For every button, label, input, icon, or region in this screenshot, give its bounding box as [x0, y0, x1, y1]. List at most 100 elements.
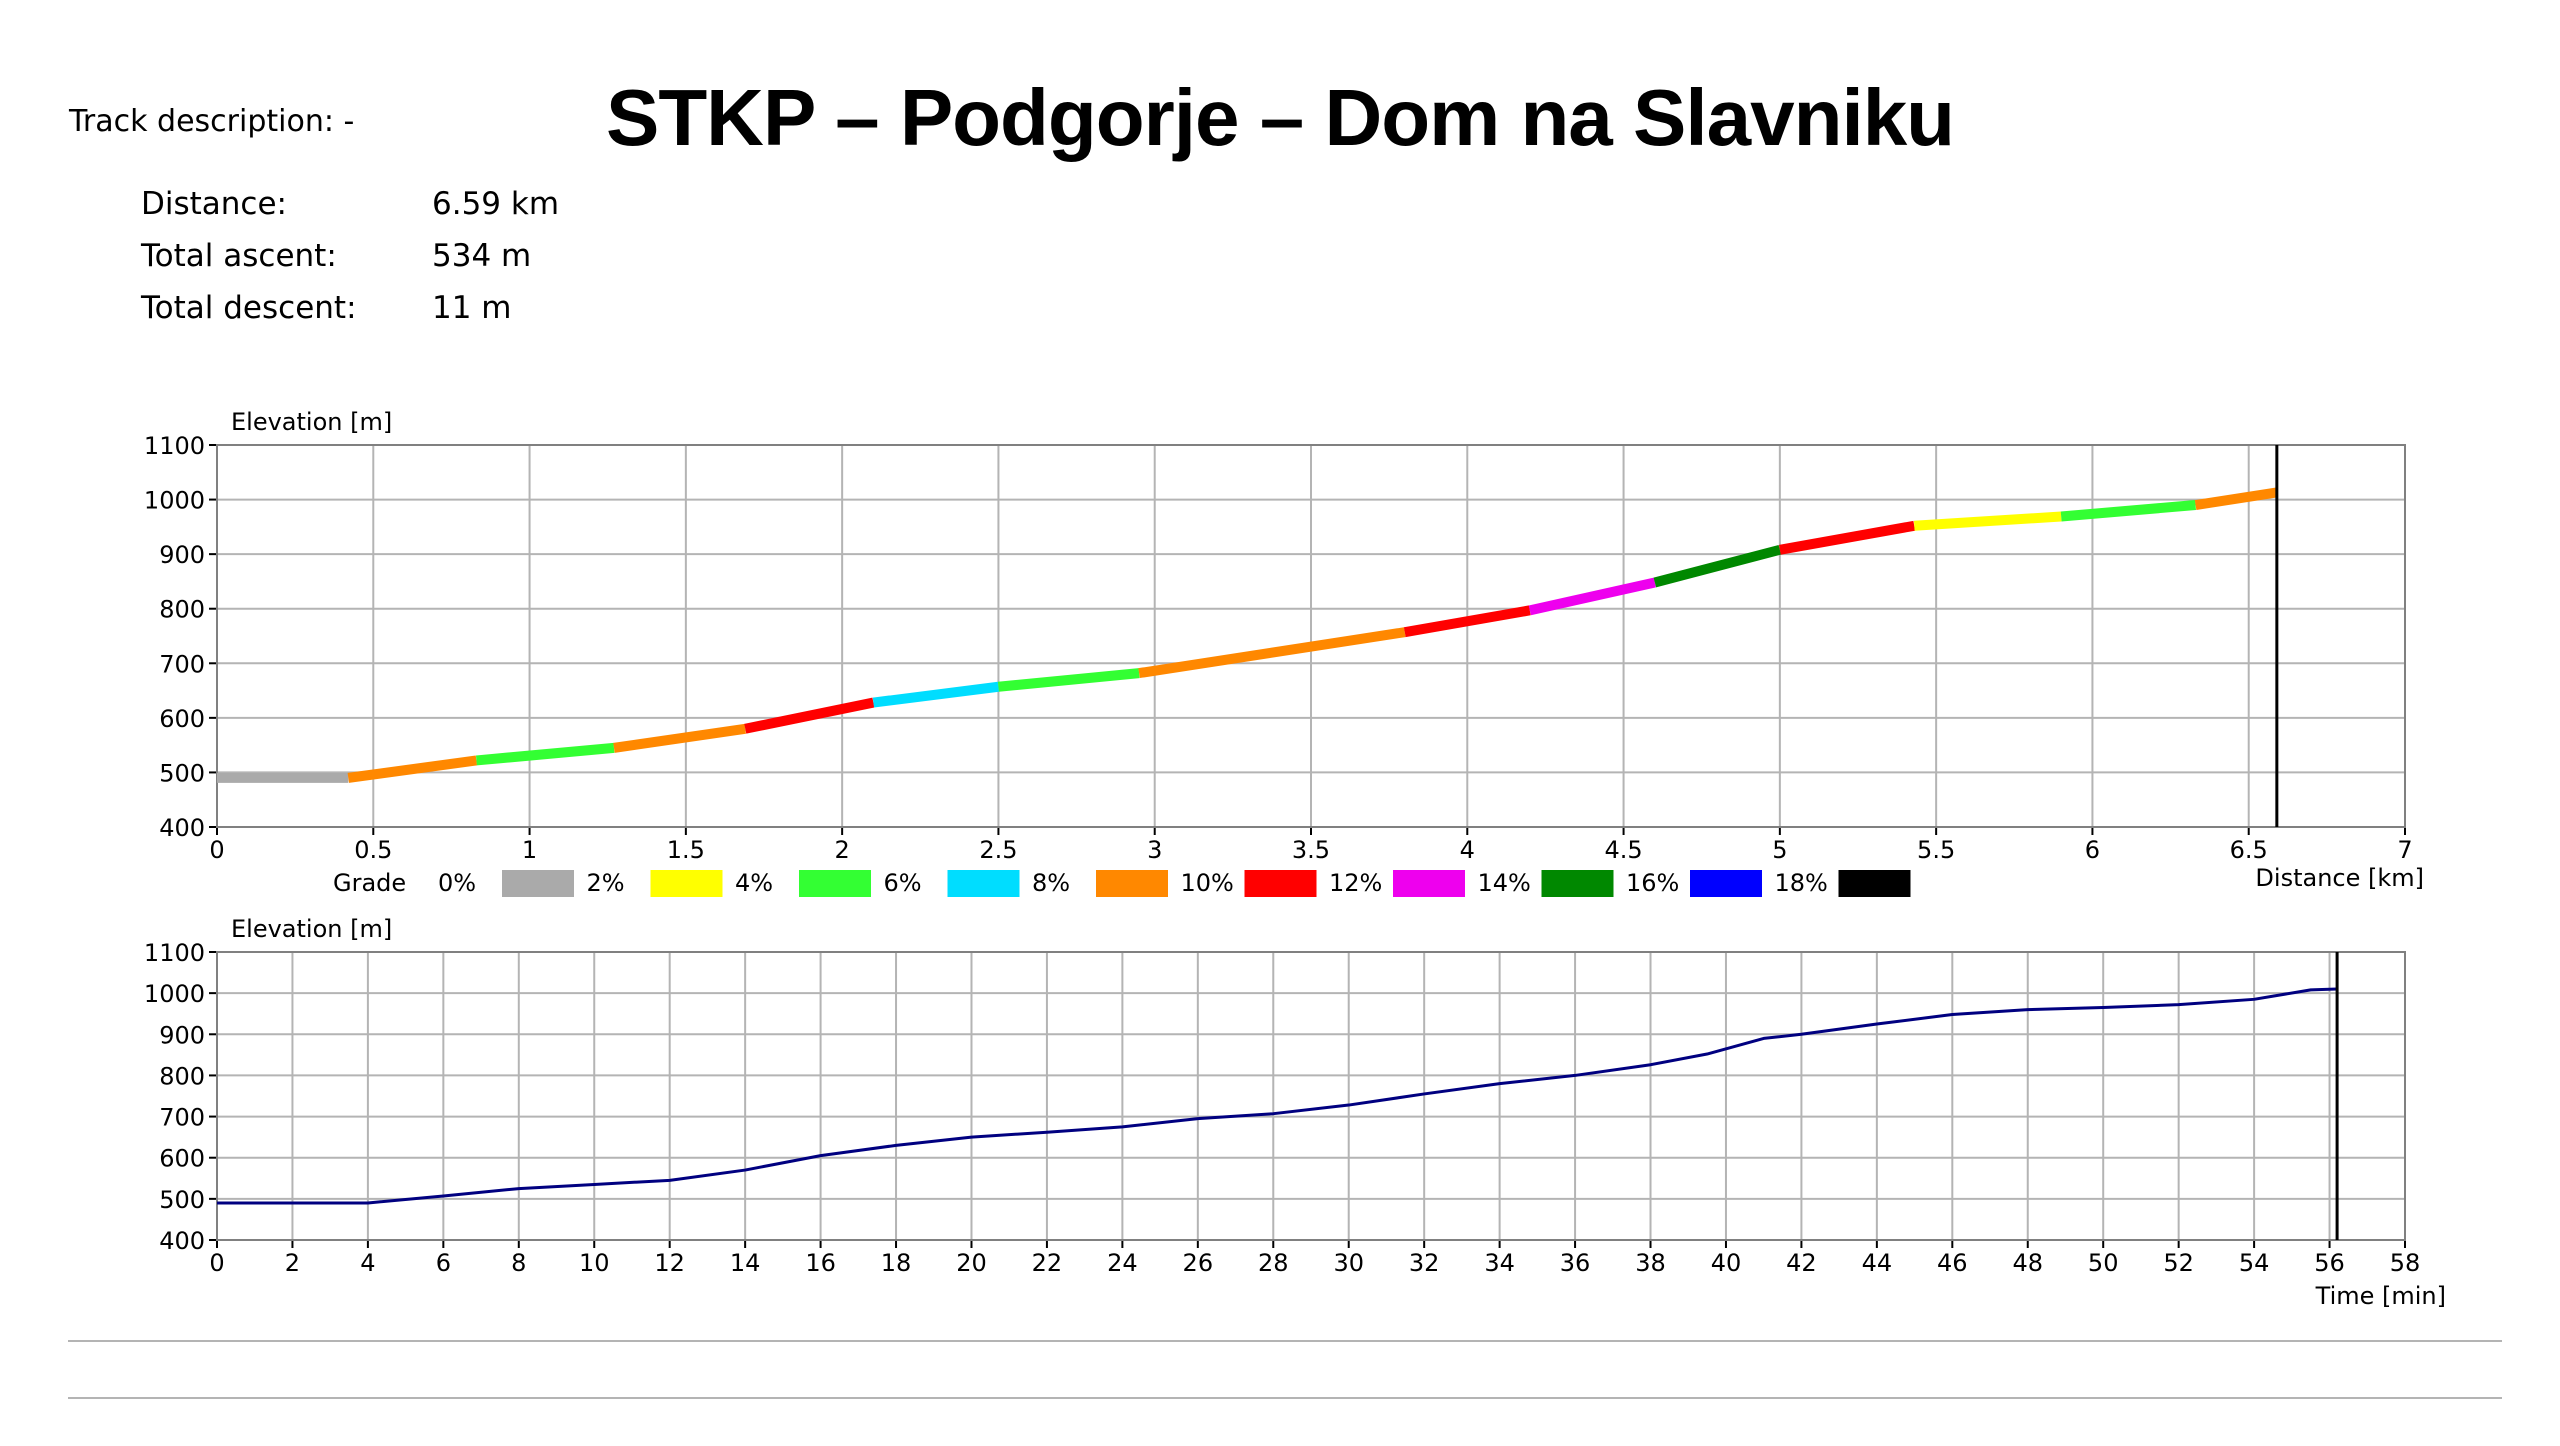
legend-label: 16%	[1626, 869, 1679, 897]
page-title: STKP – Podgorje – Dom na Slavniku	[605, 73, 1955, 162]
legend-label: 14%	[1478, 869, 1531, 897]
chart2-y-tick-label: 500	[159, 1186, 205, 1214]
chart2-y-tick-label: 900	[159, 1021, 205, 1049]
chart2-x-tick-label: 44	[1862, 1249, 1893, 1277]
chart1-x-tick-label: 5	[1772, 836, 1787, 864]
legend-swatch	[502, 870, 574, 897]
chart1-y-tick-label: 700	[159, 650, 205, 678]
chart1-grade-segment	[1403, 605, 1531, 638]
chart1-x-tick-label: 0	[209, 836, 224, 864]
chart2-x-tick-label: 8	[511, 1249, 526, 1277]
legend-label: 8%	[1032, 869, 1070, 897]
chart1-x-tick-label: 3.5	[1292, 836, 1330, 864]
legend-swatch	[1541, 870, 1614, 897]
chart1-x-tick-label: 2	[835, 836, 850, 864]
chart2-x-tick-label: 16	[805, 1249, 836, 1277]
chart2-x-tick-label: 28	[1258, 1249, 1289, 1277]
stat-descent-value: 11 m	[432, 290, 512, 326]
chart1-x-tick-label: 2.5	[979, 836, 1017, 864]
stat-descent-label: Total descent:	[141, 290, 357, 326]
legend-label: 4%	[735, 869, 773, 897]
chart1-x-tick-label: 4.5	[1604, 836, 1642, 864]
chart1-x-tick-label: 6.5	[2230, 836, 2268, 864]
chart2-x-tick-label: 4	[360, 1249, 375, 1277]
legend-swatch	[1690, 870, 1762, 897]
chart2-y-tick-label: 400	[159, 1227, 205, 1255]
chart1-grade-segment	[475, 742, 615, 766]
chart1-x-tick-label: 1	[522, 836, 537, 864]
stat-distance-label: Distance:	[141, 186, 287, 222]
chart1-x-tick-label: 1.5	[667, 836, 705, 864]
chart1-grade-segment	[1653, 544, 1782, 588]
chart1-y-tick-label: 1000	[144, 487, 205, 515]
chart1-x-tick-label: 7	[2397, 836, 2412, 864]
chart1-x-tick-label: 0.5	[354, 836, 392, 864]
chart1-grade-segment	[347, 755, 478, 783]
chart1-y-tick-label: 400	[159, 814, 205, 842]
legend-swatch	[1838, 870, 1911, 897]
chart2-x-tick-label: 24	[1107, 1249, 1138, 1277]
chart2-x-tick-label: 56	[2314, 1249, 2345, 1277]
chart1-grade-segment	[1778, 520, 1916, 555]
chart2-x-tick-label: 42	[1786, 1249, 1817, 1277]
legend-swatch	[650, 870, 723, 897]
chart1-y-tick-label: 800	[159, 596, 205, 624]
legend-label: 10%	[1181, 869, 1234, 897]
legend-swatch	[947, 870, 1020, 897]
chart2-x-tick-label: 26	[1183, 1249, 1214, 1277]
chart2-frame	[216, 951, 2406, 1241]
legend-swatch	[1244, 870, 1317, 897]
chart1-grade-segment	[1528, 577, 1656, 616]
legend-title: Grade	[333, 869, 406, 897]
chart1-grade-segment	[1138, 627, 1406, 679]
chart1-grade-segment	[744, 697, 875, 734]
chart1-grade-segment	[1913, 511, 2062, 531]
chart2-y-tick-label: 800	[159, 1062, 205, 1090]
chart2-y-axis-label: Elevation [m]	[231, 915, 392, 943]
legend-label: 18%	[1775, 869, 1828, 897]
chart1-y-tick-label: 900	[159, 541, 205, 569]
chart1-y-tick-label: 500	[159, 759, 205, 787]
chart2-x-tick-label: 46	[1937, 1249, 1968, 1277]
chart2-x-tick-label: 54	[2239, 1249, 2270, 1277]
chart2-x-tick-label: 58	[2390, 1249, 2421, 1277]
stat-distance-value: 6.59 km	[432, 186, 560, 222]
chart2-x-tick-label: 12	[654, 1249, 685, 1277]
chart2-x-tick-label: 36	[1560, 1249, 1591, 1277]
legend-label: 6%	[884, 869, 922, 897]
chart1-grade-segment	[872, 681, 1000, 708]
chart2-x-tick-label: 18	[881, 1249, 912, 1277]
chart1-x-tick-label: 4	[1460, 836, 1475, 864]
chart1-x-tick-label: 3	[1147, 836, 1162, 864]
stat-ascent-value: 534 m	[432, 238, 532, 274]
chart2-series-line	[217, 987, 2338, 1205]
chart1-y-tick-label: 600	[159, 705, 205, 733]
chart2-x-tick-label: 50	[2088, 1249, 2119, 1277]
chart2-x-tick-label: 10	[579, 1249, 610, 1277]
legend-swatch	[1393, 870, 1465, 897]
chart2-x-tick-label: 22	[1032, 1249, 1063, 1277]
chart2-x-tick-label: 14	[730, 1249, 761, 1277]
divider-bottom	[68, 1397, 2502, 1399]
chart1-grade-segment	[997, 668, 1140, 692]
chart2-y-tick-label: 1100	[144, 939, 205, 967]
chart2-y-tick-label: 700	[159, 1104, 205, 1132]
chart2-x-tick-label: 52	[2163, 1249, 2194, 1277]
legend-swatch	[1096, 870, 1168, 897]
legend-swatch	[799, 870, 871, 897]
chart2-x-tick-label: 6	[436, 1249, 451, 1277]
chart1-frame	[216, 444, 2406, 828]
chart1-x-tick-label: 5.5	[1917, 836, 1955, 864]
legend-label: 2%	[587, 869, 625, 897]
chart1-grade-segment	[613, 723, 746, 753]
chart2-x-tick-label: 48	[2012, 1249, 2043, 1277]
chart2-x-tick-label: 38	[1635, 1249, 1666, 1277]
chart1-y-tick-label: 1100	[144, 432, 205, 460]
divider-top	[68, 1340, 2502, 1342]
chart1-x-axis-label: Distance [km]	[2255, 864, 2424, 892]
chart2-y-tick-label: 600	[159, 1145, 205, 1173]
chart1-y-axis-label: Elevation [m]	[231, 408, 392, 436]
track-description: Track description: -	[69, 104, 355, 139]
chart2-x-tick-label: 2	[285, 1249, 300, 1277]
